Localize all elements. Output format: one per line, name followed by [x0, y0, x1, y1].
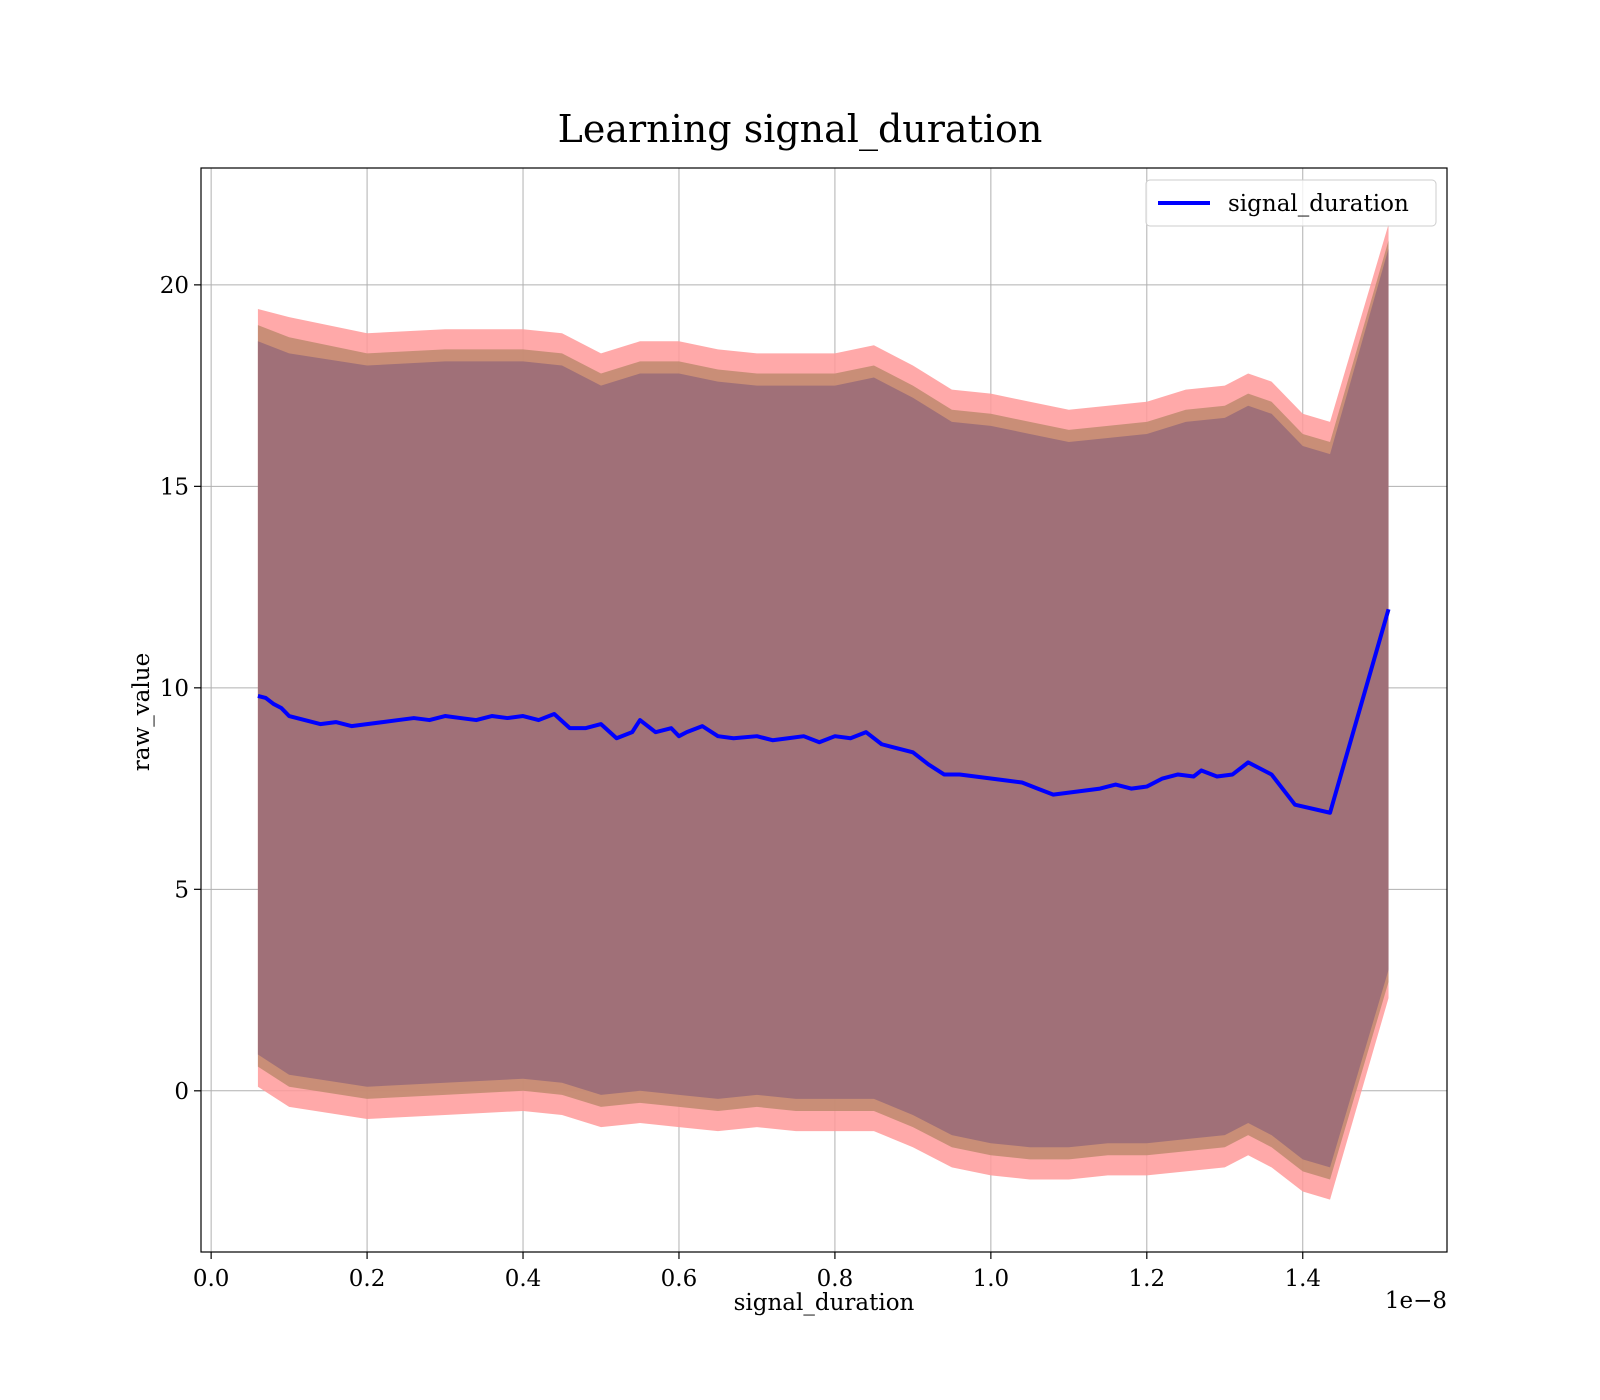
- y-tick-label: 15: [160, 474, 189, 500]
- confidence-bands: [257, 224, 1389, 1200]
- x-axis-label: signal_duration: [734, 1290, 915, 1316]
- x-tick-label: 0.2: [349, 1266, 386, 1292]
- legend: signal_duration: [1145, 179, 1437, 227]
- series-lines: [257, 608, 1391, 815]
- y-axis-ticks: 0 5 10 15 20: [160, 273, 201, 1105]
- plot-frame: [200, 167, 1448, 1253]
- x-tick-label: 0.4: [505, 1266, 542, 1292]
- legend-label: signal_duration: [1228, 191, 1409, 217]
- x-tick-label: 1.2: [1129, 1266, 1166, 1292]
- x-tick-label: 0.8: [817, 1266, 854, 1292]
- x-tick-label: 0.6: [661, 1266, 698, 1292]
- y-tick-label: 10: [160, 676, 189, 702]
- legend-box: [1145, 179, 1437, 227]
- y-axis-label: raw_value: [129, 653, 155, 771]
- x-tick-label: 1.0: [973, 1266, 1010, 1292]
- y-tick-label: 0: [174, 1079, 189, 1105]
- x-axis-offset-label: 1e−8: [1385, 1288, 1447, 1314]
- y-tick-label: 5: [174, 877, 189, 903]
- chart-title: Learning signal_duration: [558, 107, 1043, 152]
- y-tick-label: 20: [160, 273, 189, 299]
- x-tick-label: 1.4: [1284, 1266, 1321, 1292]
- series-line-signal_duration: [257, 608, 1391, 815]
- band-inner: [257, 248, 1389, 1168]
- x-axis-ticks: 0.0 0.2 0.4 0.6 0.8 1.0 1.2 1.4: [193, 1252, 1321, 1292]
- x-tick-label: 0.0: [193, 1266, 230, 1292]
